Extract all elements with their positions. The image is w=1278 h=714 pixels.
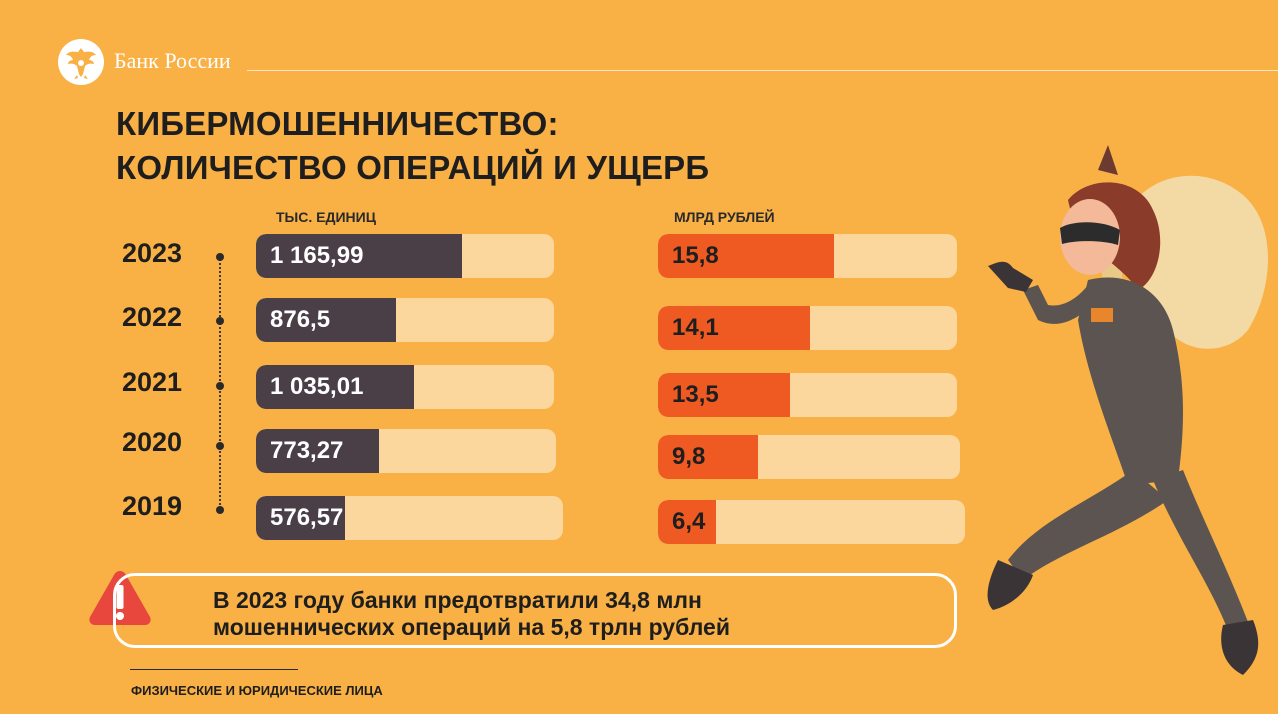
operations-bar-2022 bbox=[256, 298, 397, 342]
damage-value-label-2022: 14,1 bbox=[672, 314, 719, 341]
year-label-2020: 2020 bbox=[122, 427, 183, 457]
footer-note: ФИЗИЧЕСКИЕ И ЮРИДИЧЕСКИЕ ЛИЦА bbox=[131, 683, 383, 698]
year-label-2023: 2023 bbox=[122, 238, 183, 268]
operations-value-label-2021: 1 035,01 bbox=[270, 373, 364, 400]
operations-bar-track-2021: 1 035,01 bbox=[256, 365, 554, 409]
double-headed-eagle-icon bbox=[58, 39, 104, 85]
operations-bar-track-2022: 876,5 bbox=[256, 298, 554, 342]
operations-bar-track-2020: 773,27 bbox=[256, 429, 556, 473]
timeline-dot bbox=[216, 317, 224, 325]
operations-bar-track-2023: 1 165,99 bbox=[256, 234, 554, 278]
callout-line-1: В 2023 году банки предотвратили 34,8 млн bbox=[213, 587, 702, 613]
bank-name: Банк России bbox=[114, 48, 231, 73]
operations-bar-2019 bbox=[256, 496, 346, 540]
damage-bar-track-2019: 6,4 bbox=[658, 500, 965, 544]
timeline-dot bbox=[216, 253, 224, 261]
damage-bar-2021 bbox=[658, 373, 790, 417]
operations-bar-2020 bbox=[256, 429, 379, 473]
damage-bar-2022 bbox=[658, 306, 811, 350]
timeline-dot bbox=[216, 382, 224, 390]
damage-axis-label: МЛРД РУБЛЕЙ bbox=[674, 209, 775, 225]
operations-value-label-2023: 1 165,99 bbox=[270, 242, 364, 269]
damage-bar-track-2021: 13,5 bbox=[658, 373, 957, 417]
timeline-dot bbox=[216, 442, 224, 450]
damage-bar-2019 bbox=[658, 500, 717, 544]
title-line-1: КИБЕРМОШЕННИЧЕСТВО: bbox=[116, 105, 559, 142]
year-label-2021: 2021 bbox=[122, 367, 183, 397]
operations-bar-2021 bbox=[256, 365, 414, 409]
damage-value-label-2023: 15,8 bbox=[672, 242, 719, 269]
damage-value-label-2019: 6,4 bbox=[672, 508, 706, 535]
operations-bar-2023 bbox=[256, 234, 462, 278]
damage-bar-track-2022: 14,1 bbox=[658, 306, 957, 350]
title-line-2: КОЛИЧЕСТВО ОПЕРАЦИЙ И УЩЕРБ bbox=[116, 149, 710, 186]
year-label-2022: 2022 bbox=[122, 302, 183, 332]
damage-bar-2020 bbox=[658, 435, 758, 479]
damage-value-label-2021: 13,5 bbox=[672, 381, 719, 408]
operations-axis-label: ТЫС. ЕДИНИЦ bbox=[276, 209, 376, 225]
callout-line-2: мошеннических операций на 5,8 трлн рубле… bbox=[213, 614, 730, 640]
footer-divider bbox=[130, 669, 298, 670]
year-label-2019: 2019 bbox=[122, 491, 183, 521]
damage-bar-track-2020: 9,8 bbox=[658, 435, 960, 479]
timeline-dot bbox=[216, 506, 224, 514]
operations-bar-track-2019: 576,57 bbox=[256, 496, 563, 540]
damage-bar-2023 bbox=[658, 234, 835, 278]
thief-illustration bbox=[978, 140, 1278, 714]
callout-text: В 2023 году банки предотвратили 34,8 млн… bbox=[213, 587, 730, 641]
damage-value-label-2020: 9,8 bbox=[672, 443, 706, 470]
header-divider bbox=[247, 70, 1278, 71]
callout-frame bbox=[113, 573, 957, 648]
damage-bar-track-2023: 15,8 bbox=[658, 234, 957, 278]
operations-value-label-2019: 576,57 bbox=[270, 504, 344, 531]
operations-value-label-2022: 876,5 bbox=[270, 306, 331, 333]
operations-value-label-2020: 773,27 bbox=[270, 437, 344, 464]
page-title: КИБЕРМОШЕННИЧЕСТВО: КОЛИЧЕСТВО ОПЕРАЦИЙ … bbox=[116, 102, 709, 190]
